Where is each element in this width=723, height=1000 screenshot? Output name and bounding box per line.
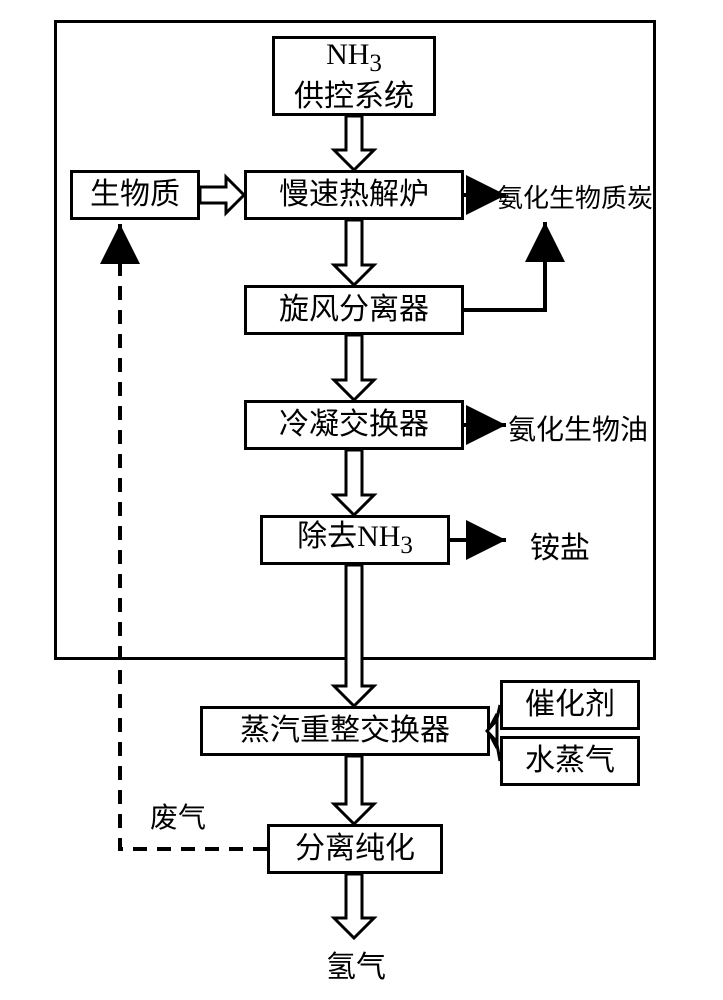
node-steam: 蒸汽重整交换器 xyxy=(200,706,490,756)
node-cyclone: 旋风分离器 xyxy=(244,285,464,335)
node-steam-label: 蒸汽重整交换器 xyxy=(240,713,450,749)
node-denH3: 除去NH3 xyxy=(260,515,450,565)
label-h2: 氢气 xyxy=(326,942,386,986)
node-biomass-label: 生物质 xyxy=(90,177,180,213)
node-sep-label: 分离纯化 xyxy=(295,831,415,867)
node-vapor: 水蒸气 xyxy=(500,736,640,786)
node-vapor-label: 水蒸气 xyxy=(525,743,615,779)
node-pyro: 慢速热解炉 xyxy=(244,170,464,220)
node-biomass: 生物质 xyxy=(70,170,200,220)
node-biochar: 氨化生物质炭 xyxy=(490,178,660,215)
node-nh3: NH3供控系统 xyxy=(272,36,436,116)
label-exhaust: 废气 xyxy=(150,796,206,836)
node-nh3-label: NH3供控系统 xyxy=(294,37,414,115)
node-cyclone-label: 旋风分离器 xyxy=(279,292,429,328)
flowchart-canvas: NH3供控系统 生物质 慢速热解炉 氨化生物质炭 旋风分离器 冷凝交换器 氨化生… xyxy=(0,0,723,1000)
node-denH3-label: 除去NH3 xyxy=(297,519,413,561)
node-catalyst: 催化剂 xyxy=(500,680,640,730)
node-biooil: 氨化生物油 xyxy=(498,408,658,448)
node-salt: 铵盐 xyxy=(510,523,610,567)
node-biochar-label: 氨化生物质炭 xyxy=(497,184,653,213)
node-cond-label: 冷凝交换器 xyxy=(279,407,429,443)
label-exhaust-text: 废气 xyxy=(150,803,206,834)
node-pyro-label: 慢速热解炉 xyxy=(279,177,429,213)
arrow-steam-to-sep xyxy=(334,756,374,824)
node-sep: 分离纯化 xyxy=(267,824,443,874)
arrow-sep-to-h2 xyxy=(334,874,374,938)
node-biooil-label: 氨化生物油 xyxy=(508,415,648,446)
label-h2-text: 氢气 xyxy=(326,951,386,984)
node-cond: 冷凝交换器 xyxy=(244,400,464,450)
node-catalyst-label: 催化剂 xyxy=(525,687,615,723)
node-salt-label: 铵盐 xyxy=(530,532,590,565)
